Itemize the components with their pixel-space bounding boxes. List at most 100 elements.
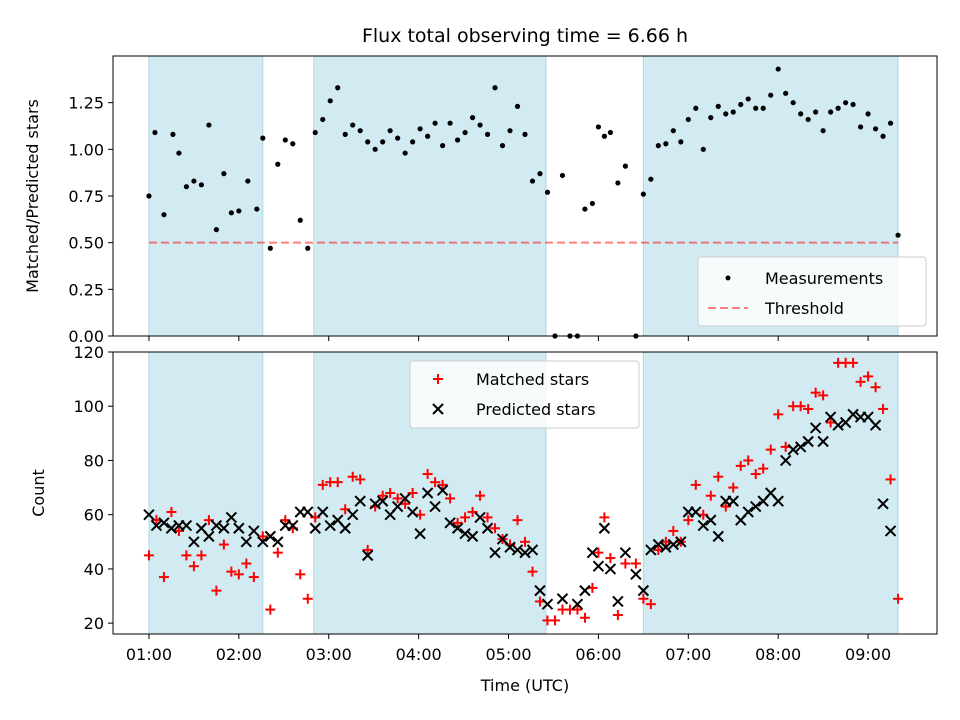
matched-star-point	[713, 471, 724, 482]
measurement-point	[417, 126, 423, 132]
measurement-point	[290, 141, 296, 147]
matched-star-point	[445, 493, 456, 504]
matched-star-point	[257, 531, 268, 542]
predicted-star-point	[309, 522, 321, 534]
predicted-star-point	[884, 525, 897, 537]
x-tick-label: 07:00	[665, 645, 711, 664]
predicted-star-point	[705, 514, 717, 526]
predicted-star-point	[210, 519, 223, 532]
matched-star-point	[705, 490, 716, 501]
matched-star-point	[482, 512, 493, 523]
predicted-star-point	[750, 500, 762, 513]
matched-star-point	[377, 490, 388, 501]
measurement-point	[221, 171, 227, 177]
matched-star-point	[549, 615, 560, 626]
matched-star-point	[825, 417, 836, 428]
bottom-panel: 20 40 60 80 100 120 01:00 02:00 03:00 04:00 05:00…	[29, 343, 938, 695]
predicted-star-point	[869, 419, 882, 431]
measurement-point	[191, 178, 197, 184]
predicted-star-point	[598, 522, 611, 534]
bottom-x-ticks: 01:00 02:00 03:00 04:00 05:00 06:00 07:00 08:00…	[126, 634, 891, 664]
predicted-star-point	[727, 495, 739, 507]
matched-star-point	[422, 469, 433, 480]
matched-star-point	[893, 593, 904, 604]
predicted-star-point	[317, 506, 329, 518]
legend-predicted-label: Predicted stars	[476, 400, 596, 419]
measurement-point	[254, 206, 260, 212]
predicted-star-point	[504, 541, 516, 553]
bottom-axes-frame	[112, 351, 938, 635]
matched-star-point	[572, 604, 583, 615]
bottom-y-ticks: 20 40 60 80 100 120	[73, 343, 113, 633]
matched-star-point	[758, 463, 769, 474]
measurement-point	[260, 135, 266, 141]
measurement-point	[670, 128, 676, 134]
measurement-point	[454, 137, 461, 143]
measurement-point	[228, 210, 234, 216]
y-tick-label: 0.75	[68, 187, 104, 206]
legend-predicted-marker	[432, 403, 444, 415]
measurement-point	[447, 120, 453, 126]
measurement-point	[700, 146, 706, 152]
y-tick-label: 0.00	[68, 327, 104, 346]
measurement-point	[835, 105, 841, 111]
measurement-point	[440, 143, 446, 149]
matched-star-point	[347, 471, 358, 482]
measurement-point	[245, 178, 251, 184]
matched-star-point	[181, 550, 192, 561]
measurement-point	[342, 131, 348, 137]
matched-star-point	[620, 558, 631, 569]
measurement-point	[380, 139, 386, 145]
predicted-star-point	[339, 522, 351, 534]
measurement-point	[607, 129, 613, 136]
matched-star-point	[743, 455, 754, 466]
predicted-star-point	[772, 495, 784, 507]
measurement-point	[805, 116, 811, 123]
predicted-star-point	[143, 508, 155, 521]
top-y-axis-label: Matched/Predicted stars	[23, 99, 42, 293]
matched-star-point	[415, 509, 426, 520]
matched-star-point	[690, 479, 701, 490]
measurement-point	[372, 146, 378, 152]
predicted-star-point	[579, 584, 591, 597]
x-tick-label: 04:00	[396, 645, 442, 664]
predicted-star-point	[619, 546, 632, 559]
measurement-point	[275, 161, 281, 167]
measurement-point	[615, 180, 621, 186]
y-tick-label: 40	[84, 560, 104, 579]
measurement-point	[146, 193, 152, 199]
predicted-star-point	[604, 563, 617, 575]
predicted-star-point	[406, 506, 419, 518]
measurement-point	[365, 139, 371, 145]
predicted-star-point	[158, 517, 170, 529]
matched-star-point	[818, 390, 829, 401]
matched-star-point	[430, 477, 441, 488]
predicted-star-point	[369, 498, 381, 510]
measurement-point	[678, 139, 684, 145]
matched-star-point	[765, 444, 776, 455]
predicted-star-point	[474, 511, 486, 524]
measurement-point	[492, 85, 498, 91]
y-tick-label: 20	[84, 614, 104, 633]
matched-star-point	[332, 477, 343, 488]
matched-star-point	[605, 553, 616, 564]
measurement-point	[327, 98, 333, 104]
measurement-point	[335, 85, 341, 91]
predicted-star-point	[847, 408, 859, 421]
y-tick-label: 80	[84, 451, 104, 470]
matched-star-points	[143, 357, 904, 626]
measurement-point	[350, 122, 356, 128]
measurement-point	[843, 100, 849, 106]
measurement-point	[176, 150, 182, 156]
predicted-star-point	[526, 544, 539, 556]
matched-star-point	[803, 403, 814, 414]
predicted-star-point	[444, 517, 456, 529]
measurement-point	[880, 133, 886, 139]
chart-title: Flux total observing time = 6.66 h	[362, 25, 688, 47]
matched-star-point	[773, 409, 784, 420]
matched-star-point	[645, 599, 656, 610]
matched-star-point	[490, 523, 501, 534]
matched-star-point	[587, 582, 598, 593]
predicted-star-point	[817, 435, 829, 448]
predicted-star-point	[324, 519, 336, 532]
